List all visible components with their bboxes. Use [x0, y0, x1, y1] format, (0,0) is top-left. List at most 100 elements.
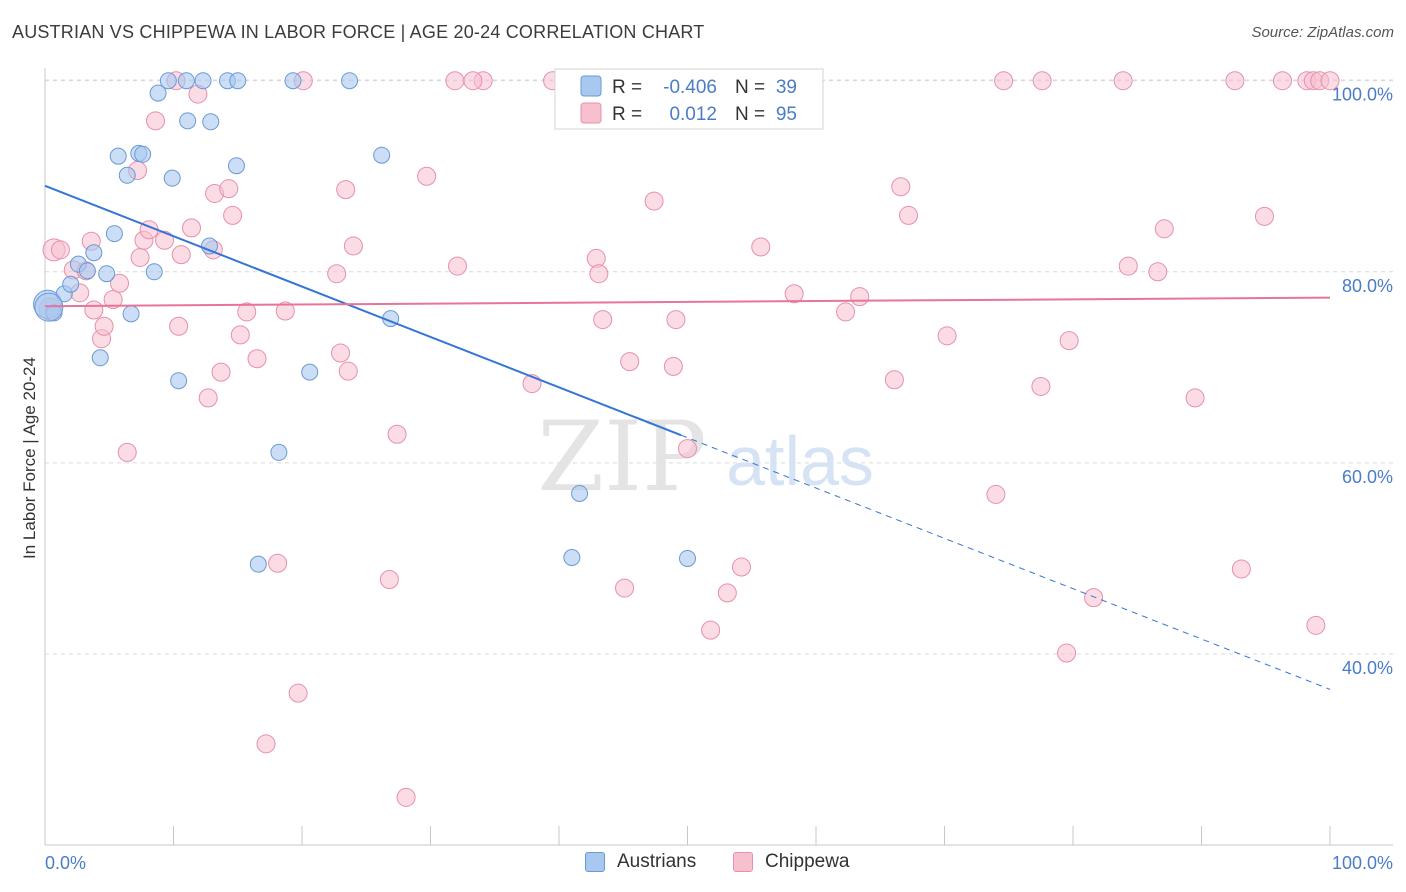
y-axis-label: In Labor Force | Age 20-24: [20, 357, 39, 559]
chippewa-point: [678, 439, 697, 459]
chippewa-point: [103, 290, 123, 310]
chippewa-trend-line: [44, 296, 1331, 308]
austrians-point: [85, 244, 103, 262]
legend-swatch-austrians: [580, 75, 602, 97]
chippewa-point: [237, 302, 257, 322]
chippewa-point: [644, 191, 664, 211]
axes: [44, 68, 1393, 846]
chippewa-point: [146, 111, 166, 131]
chippewa-point: [1059, 331, 1079, 351]
austrians-n-label: N =: [735, 77, 765, 98]
chippewa-point: [445, 71, 465, 91]
chippewa-point: [899, 205, 919, 225]
austrians-point: [163, 169, 181, 187]
austrians-point: [91, 349, 109, 367]
austrians-point: [149, 84, 167, 102]
chippewa-point: [666, 310, 686, 330]
chippewa-point: [784, 284, 804, 304]
chippewa-point: [1185, 388, 1205, 408]
watermark-zip: ZIP: [537, 401, 706, 513]
chippewa-point: [836, 302, 856, 322]
grid-lines: [45, 79, 1393, 655]
chippewa-point: [336, 180, 356, 200]
austrians-point: [284, 72, 302, 90]
austrians-point: [373, 146, 391, 164]
austrians-point: [109, 147, 127, 165]
austrians-r-value: -0.406: [663, 77, 717, 98]
chippewa-point: [198, 388, 218, 408]
x-tick-label: 0.0%: [45, 853, 86, 873]
chippewa-point: [1254, 206, 1274, 226]
austrians-point: [145, 263, 163, 281]
y-tick-label: 40.0%: [1342, 658, 1393, 678]
chippewa-point: [130, 247, 150, 267]
chippewa-point: [343, 236, 363, 256]
chippewa-point: [1113, 71, 1133, 91]
chippewa-point: [986, 484, 1006, 504]
chippewa-point: [884, 370, 904, 390]
chippewa-point: [1031, 376, 1051, 396]
chippewa-point: [1272, 71, 1292, 91]
legend-label-austrians: Austrians: [617, 851, 697, 872]
chippewa-point: [937, 326, 957, 346]
austrians-point: [571, 484, 589, 502]
austrians-point: [249, 555, 267, 573]
y-tick-label: 80.0%: [1342, 276, 1393, 296]
austrians-point: [200, 237, 218, 255]
austrians-point: [227, 157, 245, 175]
chippewa-point: [219, 179, 239, 199]
austrians-point: [78, 262, 96, 280]
chippewa-point: [615, 578, 635, 598]
chippewa-point: [717, 583, 737, 603]
austrians-point: [194, 72, 212, 90]
trend-lines: [44, 184, 1331, 690]
austrians-point: [341, 72, 359, 90]
chippewa-point: [417, 166, 437, 186]
watermark-atlas: atlas: [726, 422, 874, 500]
austrians-point: [270, 443, 288, 461]
stats-legend: R = -0.406 N = 39 R = 0.012 N = 95: [554, 68, 824, 130]
austrians-n-value: 39: [776, 77, 797, 98]
austrians-point: [301, 363, 319, 381]
legend-swatch-chippewa: [580, 102, 602, 124]
chippewa-point: [268, 553, 288, 573]
y-tick-labels: 40.0% 60.0% 80.0% 100.0%: [1332, 85, 1393, 678]
austrians-point: [170, 372, 188, 390]
chippewa-point: [230, 325, 250, 345]
chippewa-n-label: N =: [735, 104, 765, 125]
chippewa-point: [1154, 219, 1174, 239]
y-tick-label: 100.0%: [1332, 85, 1393, 105]
austrians-point: [122, 305, 140, 323]
chippewa-point: [50, 240, 70, 260]
chippewa-point: [1032, 71, 1052, 91]
austrians-point: [62, 275, 80, 293]
austrians-points: [33, 72, 696, 573]
austrians-point: [159, 72, 177, 90]
austrians-r-label: R =: [612, 77, 642, 98]
chippewa-point: [620, 352, 640, 372]
chippewa-point: [994, 71, 1014, 91]
chippewa-point: [1057, 643, 1077, 663]
source-credit: Source: ZipAtlas.com: [1251, 24, 1394, 41]
chippewa-point: [1118, 256, 1138, 276]
legend-item-chippewa: Chippewa: [733, 851, 850, 873]
chippewa-r-label: R =: [612, 104, 642, 125]
chippewa-point: [1231, 559, 1251, 579]
austrians-point: [202, 113, 220, 131]
chippewa-point: [589, 264, 609, 284]
chippewa-point: [751, 237, 771, 257]
legend-swatch-austrians: [585, 852, 605, 872]
chippewa-point: [891, 177, 911, 197]
chippewa-point: [171, 245, 191, 265]
x-tick-label: 100.0%: [1332, 853, 1393, 873]
chippewa-r-value: 0.012: [669, 104, 717, 125]
chippewa-point: [327, 264, 347, 284]
chart-title: AUSTRIAN VS CHIPPEWA IN LABOR FORCE | AG…: [12, 22, 705, 42]
austrians-trend-extension: [680, 434, 1331, 690]
chippewa-point: [1148, 262, 1168, 282]
chippewa-point: [1084, 588, 1104, 608]
legend-item-austrians: Austrians: [585, 851, 696, 873]
chippewa-point: [396, 787, 416, 807]
chippewa-point: [169, 316, 189, 336]
